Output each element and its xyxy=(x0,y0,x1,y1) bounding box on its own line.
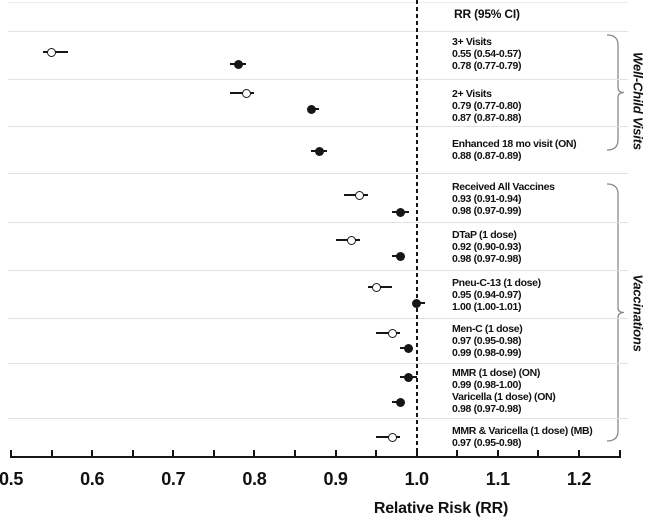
point-estimate-open-circle xyxy=(347,235,357,245)
group-title: Men-C (1 dose) xyxy=(452,323,523,335)
reference-line-rr1 xyxy=(415,0,418,457)
x-axis-tick xyxy=(456,450,459,457)
x-axis-tick xyxy=(537,450,540,457)
group-label-block: DTaP (1 dose) 0.92 (0.90-0.93) 0.98 (0.97-… xyxy=(452,229,521,265)
group-label-block: 3+ Visits 0.55 (0.54-0.57) 0.78 (0.77-0.79… xyxy=(452,36,521,72)
group-estimate-value: 0.98 (0.97-0.98) xyxy=(452,403,522,415)
x-axis-tick xyxy=(293,450,296,457)
group-estimate-value: 0.78 (0.77-0.79) xyxy=(452,60,522,72)
group-estimate-value: 0.55 (0.54-0.57) xyxy=(452,48,522,60)
band-gridline xyxy=(8,79,628,80)
point-estimate-filled-circle xyxy=(314,146,324,156)
x-axis-tick xyxy=(496,450,499,457)
x-axis-tick xyxy=(10,450,12,457)
ci-column-header: RR (95% CI) xyxy=(454,7,520,21)
group-label-block: 2+ Visits 0.79 (0.77-0.80) 0.87 (0.87-0.88… xyxy=(452,88,521,124)
x-axis-tick-label: 0.7 xyxy=(161,469,186,489)
x-axis-tick xyxy=(375,450,378,457)
group-estimate-value: 1.00 (1.00-1.01) xyxy=(452,301,522,313)
point-estimate-filled-circle xyxy=(395,251,405,261)
group-title: Enhanced 18 mo visit (ON) xyxy=(452,138,577,150)
group-estimate-value: 0.99 (0.98-1.00) xyxy=(452,379,522,391)
point-estimate-open-circle xyxy=(355,190,365,200)
point-estimate-filled-circle xyxy=(395,207,405,217)
group-title: 3+ Visits xyxy=(452,36,492,48)
x-axis-tick-label: 0.9 xyxy=(323,469,348,489)
group-title: Received All Vaccines xyxy=(452,181,555,193)
section-side-label: Well-Child Visits xyxy=(630,52,646,150)
x-axis-tick-label: 0.5 xyxy=(0,469,24,489)
point-estimate-filled-circle xyxy=(404,372,414,382)
point-estimate-filled-circle xyxy=(306,104,316,114)
group-estimate-value: 0.99 (0.98-0.99) xyxy=(452,347,522,359)
x-axis-tick-label: 1.0 xyxy=(404,469,429,489)
x-axis-tick xyxy=(50,450,53,457)
band-gridline xyxy=(8,318,628,319)
group-title: Pneu-C-13 (1 dose) xyxy=(452,277,541,289)
x-axis-tick xyxy=(212,450,215,457)
x-axis-tick xyxy=(91,450,94,457)
band-gridline xyxy=(8,126,628,127)
group-title: MMR & Varicella (1 dose) (MB) xyxy=(452,425,593,437)
group-estimate-value: 0.95 (0.94-0.97) xyxy=(452,289,522,301)
group-label-block: Enhanced 18 mo visit (ON) 0.88 (0.87-0.89… xyxy=(452,138,577,162)
group-label-block: MMR (1 dose) (ON) 0.99 (0.98-1.00) xyxy=(452,367,540,391)
group-title: MMR (1 dose) (ON) xyxy=(452,367,540,379)
group-label-block: Received All Vaccines 0.93 (0.91-0.94) 0.9… xyxy=(452,181,555,217)
group-estimate-value: 0.97 (0.95-0.98) xyxy=(452,335,522,347)
point-estimate-open-circle xyxy=(371,282,381,292)
group-estimate-value: 0.98 (0.97-0.99) xyxy=(452,205,522,217)
point-estimate-filled-circle xyxy=(395,397,405,407)
group-label-block: Pneu-C-13 (1 dose) 0.95 (0.94-0.97) 1.00 (… xyxy=(452,277,541,313)
x-axis-tick xyxy=(577,450,580,457)
point-estimate-open-circle xyxy=(241,88,251,98)
group-estimate-value: 0.92 (0.90-0.93) xyxy=(452,241,522,253)
group-estimate-value: 0.88 (0.87-0.89) xyxy=(452,150,522,162)
group-label-block: Men-C (1 dose) 0.97 (0.95-0.98) 0.99 (0.98… xyxy=(452,323,523,359)
group-title: Varicella (1 dose) (ON) xyxy=(452,391,556,403)
section-bracket xyxy=(606,34,625,151)
band-gridline xyxy=(8,31,628,32)
x-axis-tick-label: 1.1 xyxy=(485,469,510,489)
x-axis-tick xyxy=(131,450,134,457)
plot-top-border xyxy=(8,2,628,3)
group-estimate-value: 0.93 (0.91-0.94) xyxy=(452,193,522,205)
section-side-label: Vaccinations xyxy=(630,274,646,352)
x-axis-tick-label: 0.8 xyxy=(242,469,267,489)
group-title: DTaP (1 dose) xyxy=(452,229,517,241)
group-estimate-value: 0.79 (0.77-0.80) xyxy=(452,100,522,112)
point-estimate-open-circle xyxy=(387,432,397,442)
x-axis-tick xyxy=(618,450,621,457)
group-estimate-value: 0.87 (0.87-0.88) xyxy=(452,112,522,124)
group-label-block: MMR & Varicella (1 dose) (MB) 0.97 (0.95-… xyxy=(452,425,593,449)
x-axis-tick xyxy=(253,450,256,457)
x-axis-tick-label: 1.2 xyxy=(566,469,592,489)
group-title: 2+ Visits xyxy=(452,88,492,100)
x-axis-title: Relative Risk (RR) xyxy=(373,500,509,517)
band-gridline xyxy=(8,270,628,271)
band-gridline xyxy=(8,173,628,174)
x-axis-tick xyxy=(334,450,337,457)
group-estimate-value: 0.97 (0.95-0.98) xyxy=(452,437,522,449)
x-axis-line xyxy=(10,456,621,458)
group-label-block: Varicella (1 dose) (ON) 0.98 (0.97-0.98) xyxy=(452,391,556,415)
point-estimate-open-circle xyxy=(47,47,57,57)
band-gridline xyxy=(8,363,628,364)
group-estimate-value: 0.98 (0.97-0.98) xyxy=(452,253,522,265)
point-estimate-filled-circle xyxy=(404,343,414,353)
band-gridline xyxy=(8,418,628,419)
x-axis-tick xyxy=(172,450,175,457)
point-estimate-filled-circle xyxy=(412,298,422,308)
x-axis-tick-label: 0.6 xyxy=(80,469,105,489)
band-gridline xyxy=(8,222,628,223)
point-estimate-filled-circle xyxy=(233,59,243,69)
point-estimate-open-circle xyxy=(387,328,397,338)
x-axis-tick xyxy=(415,450,418,457)
